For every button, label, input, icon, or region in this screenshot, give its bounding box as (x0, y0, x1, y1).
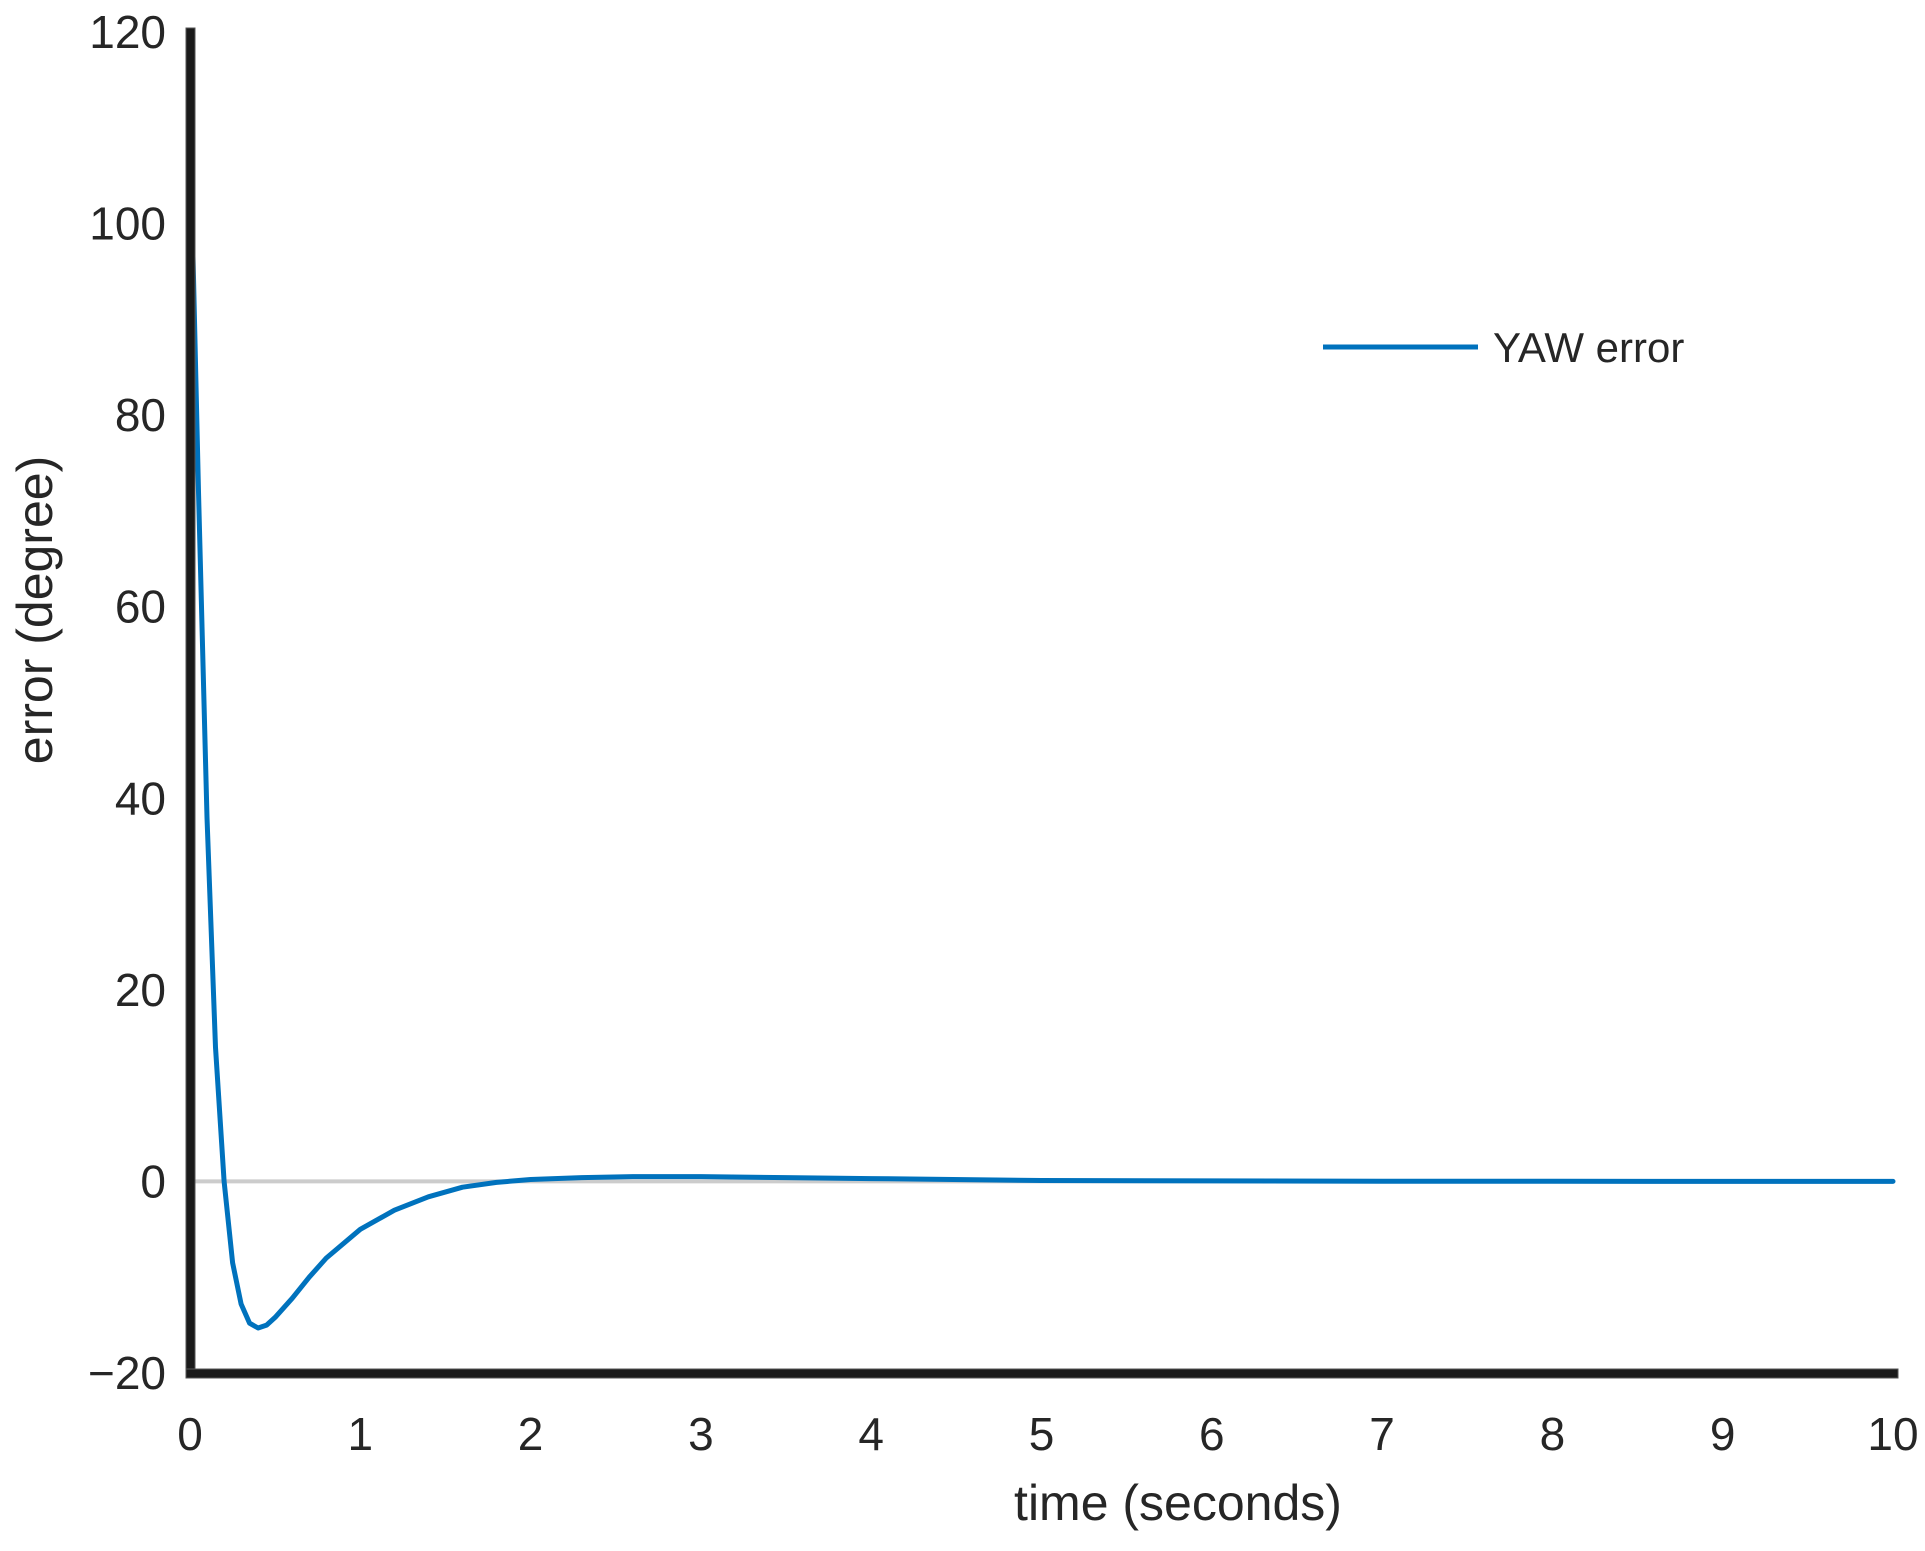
x-tick-label: 1 (348, 1408, 374, 1460)
y-axis-line (185, 27, 196, 1379)
x-tick-label: 8 (1540, 1408, 1566, 1460)
series-line-yaw-error (187, 125, 1896, 1331)
y-tick-label: 40 (115, 772, 166, 824)
y-tick-label: 80 (115, 389, 166, 441)
y-tick-label: 0 (140, 1155, 166, 1207)
x-tick-label: 10 (1867, 1408, 1918, 1460)
x-tick-label: 0 (177, 1408, 203, 1460)
x-tick-label: 6 (1199, 1408, 1225, 1460)
x-tick-label: 9 (1710, 1408, 1736, 1460)
y-tick-label: 100 (89, 198, 166, 250)
x-tick-label: 5 (1029, 1408, 1055, 1460)
y-axis-label: error (degree) (7, 456, 63, 764)
x-tick-label: 2 (518, 1408, 544, 1460)
x-tick-label: 4 (858, 1408, 884, 1460)
x-tick-label: 7 (1369, 1408, 1395, 1460)
x-axis-line (185, 1368, 1899, 1379)
y-tick-label: 20 (115, 964, 166, 1016)
y-tick-label: 60 (115, 581, 166, 633)
legend-label-yaw-error: YAW error (1493, 324, 1684, 371)
legend: YAW error (1323, 324, 1684, 371)
x-tick-label: 3 (688, 1408, 714, 1460)
y-tick-label: 120 (89, 6, 166, 58)
y-tick-label: −20 (88, 1347, 166, 1399)
x-axis-label: time (seconds) (1014, 1475, 1342, 1531)
